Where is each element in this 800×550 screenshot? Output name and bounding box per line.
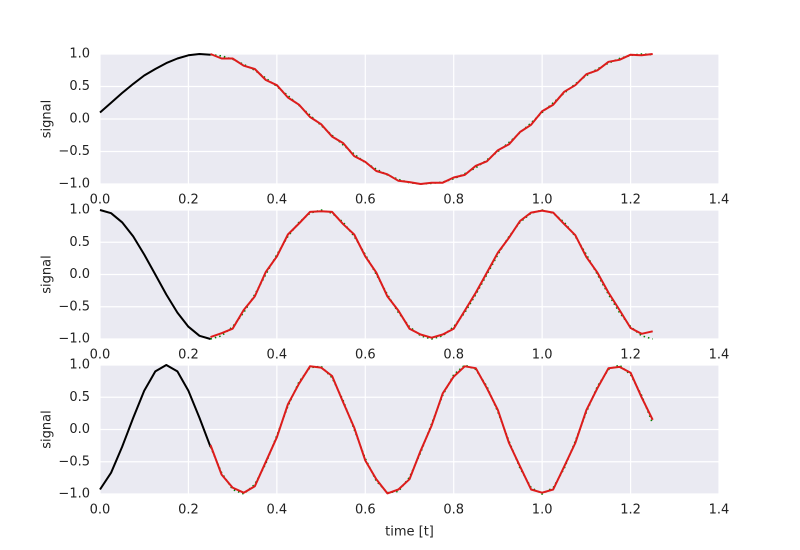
x-tick-label: 0.2 — [178, 193, 199, 208]
x-axis-label: time [t] — [385, 525, 434, 540]
x-tick-label: 0.6 — [355, 193, 376, 208]
x-tick-label: 0.4 — [267, 503, 288, 518]
y-tick-label: 0.5 — [69, 390, 90, 405]
y-tick-label: −1.0 — [58, 177, 90, 192]
x-tick-label: 0.0 — [90, 348, 111, 363]
signal-line — [210, 53, 653, 185]
y-axis-label: signal — [40, 255, 55, 293]
signal-line — [210, 209, 653, 340]
y-tick-label: −1.0 — [58, 332, 90, 347]
x-tick-label: 0.0 — [90, 193, 111, 208]
x-tick-label: 0.2 — [178, 348, 199, 363]
y-tick-label: 0.0 — [69, 112, 90, 127]
x-tick-label: 0.8 — [443, 503, 464, 518]
y-tick-label: 1.0 — [69, 203, 90, 218]
y-tick-label: −0.5 — [58, 144, 90, 159]
y-tick-label: 0.0 — [69, 267, 90, 282]
x-tick-label: 1.2 — [620, 348, 641, 363]
x-tick-label: 1.2 — [620, 193, 641, 208]
y-tick-label: −0.5 — [58, 299, 90, 314]
y-axis-label: signal — [40, 410, 55, 448]
x-tick-label: 1.4 — [709, 503, 730, 518]
y-tick-label: −0.5 — [58, 454, 90, 469]
y-tick-label: 1.0 — [69, 47, 90, 62]
y-tick-label: 0.5 — [69, 235, 90, 250]
y-tick-label: −1.0 — [58, 487, 90, 502]
x-tick-label: 0.2 — [178, 503, 199, 518]
signal-line — [210, 209, 653, 339]
y-axis-label: signal — [40, 100, 55, 138]
x-tick-label: 1.4 — [709, 193, 730, 208]
x-tick-label: 0.8 — [443, 193, 464, 208]
x-tick-label: 1.0 — [532, 348, 553, 363]
signal-line — [99, 209, 211, 340]
x-tick-label: 0.4 — [267, 193, 288, 208]
signal-line — [99, 53, 211, 114]
signal-line — [99, 364, 212, 491]
x-tick-label: 0.4 — [267, 348, 288, 363]
y-tick-label: 0.0 — [69, 422, 90, 437]
x-tick-label: 0.6 — [355, 348, 376, 363]
x-tick-label: 1.0 — [532, 193, 553, 208]
signal-line — [209, 365, 654, 495]
x-tick-label: 1.4 — [709, 348, 730, 363]
y-tick-label: 1.0 — [69, 358, 90, 373]
x-tick-label: 1.2 — [620, 503, 641, 518]
x-tick-label: 0.6 — [355, 503, 376, 518]
x-tick-label: 1.0 — [532, 503, 553, 518]
x-tick-label: 0.0 — [90, 503, 111, 518]
x-tick-label: 0.8 — [443, 348, 464, 363]
y-tick-label: 0.5 — [69, 79, 90, 94]
